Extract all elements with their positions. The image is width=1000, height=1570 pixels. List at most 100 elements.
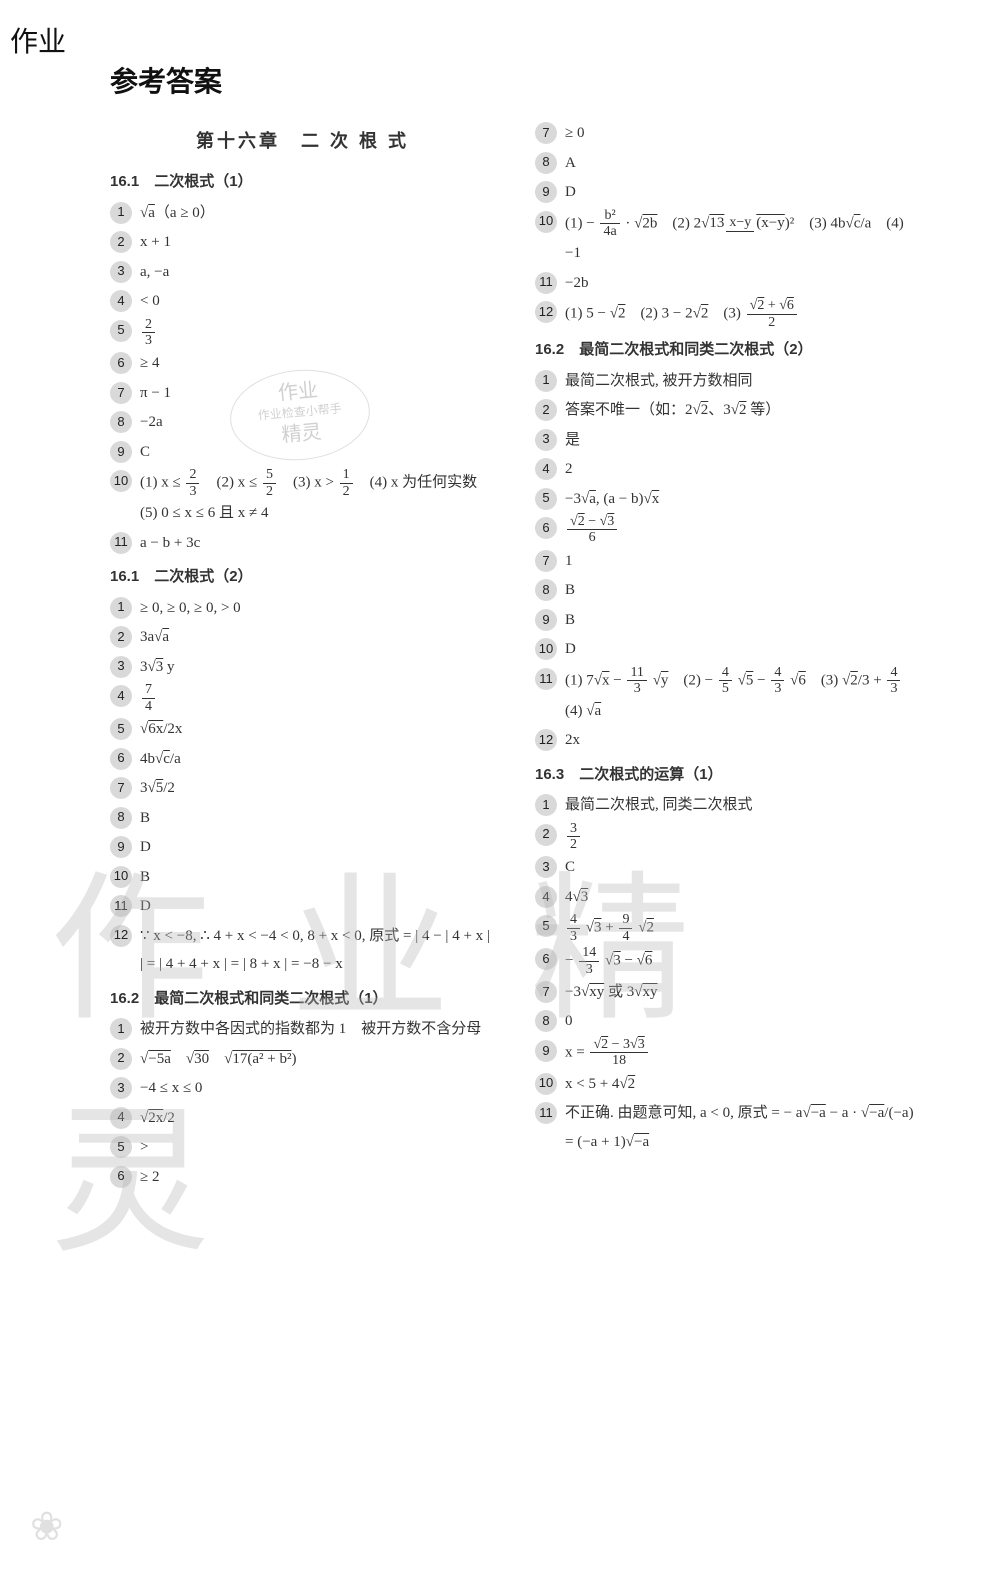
item-number: 5: [110, 320, 132, 342]
item-number: 4: [110, 685, 132, 707]
item-number: 1: [110, 1018, 132, 1040]
item-answer: x + 1: [140, 228, 495, 257]
answer-item: 11D: [110, 892, 495, 921]
item-number: 9: [535, 1040, 557, 1062]
chapter-title: 第十六章 二 次 根 式: [110, 124, 495, 158]
answer-item: 5√6x/2x: [110, 715, 495, 744]
item-number: 3: [110, 261, 132, 283]
item-number: 5: [110, 1136, 132, 1158]
item-number: 3: [535, 856, 557, 878]
answer-item: 7−3√xy 或 3√xy: [535, 978, 920, 1007]
item-number: 3: [110, 656, 132, 678]
item-number: 10: [535, 211, 557, 233]
item-answer: 不正确. 由题意可知, a < 0, 原式 = − a√−a − a · √−a…: [565, 1099, 920, 1156]
answer-item: 10B: [110, 863, 495, 892]
section-title: 16.1 二次根式（2）: [110, 563, 495, 592]
answer-item: 4< 0: [110, 287, 495, 316]
item-number: 6: [110, 1166, 132, 1188]
item-number: 11: [535, 1102, 557, 1124]
item-answer: D: [565, 178, 920, 207]
item-number: 1: [535, 370, 557, 392]
item-answer: D: [140, 833, 495, 862]
answer-item: 5−3√a, (a − b)√x: [535, 485, 920, 514]
item-number: 8: [110, 807, 132, 829]
answer-item: 4 74: [110, 682, 495, 714]
answer-item: 9x = √2 − 3√318: [535, 1037, 920, 1069]
item-number: 8: [535, 579, 557, 601]
answer-item: 232: [535, 821, 920, 853]
item-number: 5: [535, 488, 557, 510]
item-number: 6: [535, 517, 557, 539]
answer-item: 23a√a: [110, 623, 495, 652]
answer-list: 1最简二次根式, 被开方数相同2答案不唯一（如：2√2、3√2 等）3是425−…: [535, 367, 920, 755]
item-answer: 2: [565, 455, 920, 484]
answer-item: 42: [535, 455, 920, 484]
left-column: 第十六章 二 次 根 式 16.1 二次根式（1） 1√a（a ≥ 0）2x +…: [110, 118, 495, 1192]
item-answer: 3√3 y: [140, 653, 495, 682]
two-column-layout: 第十六章 二 次 根 式 16.1 二次根式（1） 1√a（a ≥ 0）2x +…: [110, 118, 920, 1192]
answer-item: 122x: [535, 726, 920, 755]
item-answer: 2x: [565, 726, 920, 755]
answer-item: 8A: [535, 149, 920, 178]
answer-item: 9B: [535, 606, 920, 635]
item-answer: x < 5 + 4√2: [565, 1070, 920, 1099]
item-answer: 43 √3 + 94 √2: [565, 912, 920, 944]
answer-item: 11 −2b: [535, 269, 920, 298]
answer-item: 80: [535, 1007, 920, 1036]
answer-item: 10 (1) − b²4a · √2b (2) 2√13x−y(x−y)² (3)…: [535, 208, 920, 268]
answer-list: 1≥ 0, ≥ 0, ≥ 0, > 023a√a33√3 y4745√6x/2x…: [110, 594, 495, 979]
item-answer: 最简二次根式, 同类二次根式: [565, 791, 920, 820]
item-answer: B: [565, 576, 920, 605]
item-answer: B: [140, 804, 495, 833]
item-answer: 最简二次根式, 被开方数相同: [565, 367, 920, 396]
item-answer: 74: [140, 682, 495, 714]
item-answer: 4b√c/a: [140, 745, 495, 774]
answer-item: 6− 143 √3 − √6: [535, 945, 920, 977]
item-answer: ≥ 0, ≥ 0, ≥ 0, > 0: [140, 594, 495, 623]
item-number: 2: [110, 231, 132, 253]
answer-item: 12(1) 5 − √2 (2) 3 − 2√2 (3) √2 + √62: [535, 298, 920, 330]
answer-item: 3−4 ≤ x ≤ 0: [110, 1074, 495, 1103]
answer-item: 523: [110, 317, 495, 349]
item-answer: D: [140, 892, 495, 921]
item-answer: 4√3: [565, 883, 920, 912]
item-answer: −2b: [565, 269, 920, 298]
answer-item: 3 a, −a: [110, 258, 495, 287]
item-number: 7: [110, 382, 132, 404]
item-answer: √−5a √30 √17(a² + b²): [140, 1045, 495, 1074]
page-title: 参考答案: [110, 60, 920, 100]
item-number: 11: [110, 532, 132, 554]
item-answer: ∵ x < −8, ∴ 4 + x < −4 < 0, 8 + x < 0, 原…: [140, 922, 495, 979]
answer-item: 44√3: [535, 883, 920, 912]
item-number: 9: [110, 441, 132, 463]
answer-item: 2 √−5a √30 √17(a² + b²): [110, 1045, 495, 1074]
item-answer: a, −a: [140, 258, 495, 287]
item-number: 7: [110, 777, 132, 799]
item-number: 6: [110, 748, 132, 770]
footer-decoration: ❀: [30, 1503, 64, 1550]
item-number: 4: [535, 458, 557, 480]
item-number: 7: [535, 550, 557, 572]
item-number: 2: [110, 1048, 132, 1070]
item-answer: −3√xy 或 3√xy: [565, 978, 920, 1007]
item-answer: 被开方数中各因式的指数都为 1 被开方数不含分母: [140, 1015, 495, 1044]
item-number: 5: [110, 718, 132, 740]
item-answer: 1: [565, 547, 920, 576]
item-answer: (1) − b²4a · √2b (2) 2√13x−y(x−y)² (3) 4…: [565, 208, 920, 268]
answer-item: 1√a（a ≥ 0）: [110, 199, 495, 228]
answer-item: 1 最简二次根式, 被开方数相同: [535, 367, 920, 396]
answer-item: 2答案不唯一（如：2√2、3√2 等）: [535, 396, 920, 425]
answer-item: 8B: [535, 576, 920, 605]
item-answer: B: [140, 863, 495, 892]
answer-item: 71: [535, 547, 920, 576]
answer-item: 11a − b + 3c: [110, 529, 495, 558]
item-answer: 是: [565, 426, 920, 455]
item-number: 12: [535, 301, 557, 323]
answer-list: 1 被开方数中各因式的指数都为 1 被开方数不含分母 2 √−5a √30 √17(a…: [110, 1015, 495, 1191]
page: 作业 作业 作业检查小帮手 精灵 作业精灵 参考答案 第十六章 二 次 根 式 …: [0, 0, 1000, 1570]
item-number: 4: [110, 290, 132, 312]
item-number: 11: [535, 272, 557, 294]
answer-item: 543 √3 + 94 √2: [535, 912, 920, 944]
answer-item: 6 4b√c/a: [110, 745, 495, 774]
answer-item: 7≥ 0: [535, 119, 920, 148]
